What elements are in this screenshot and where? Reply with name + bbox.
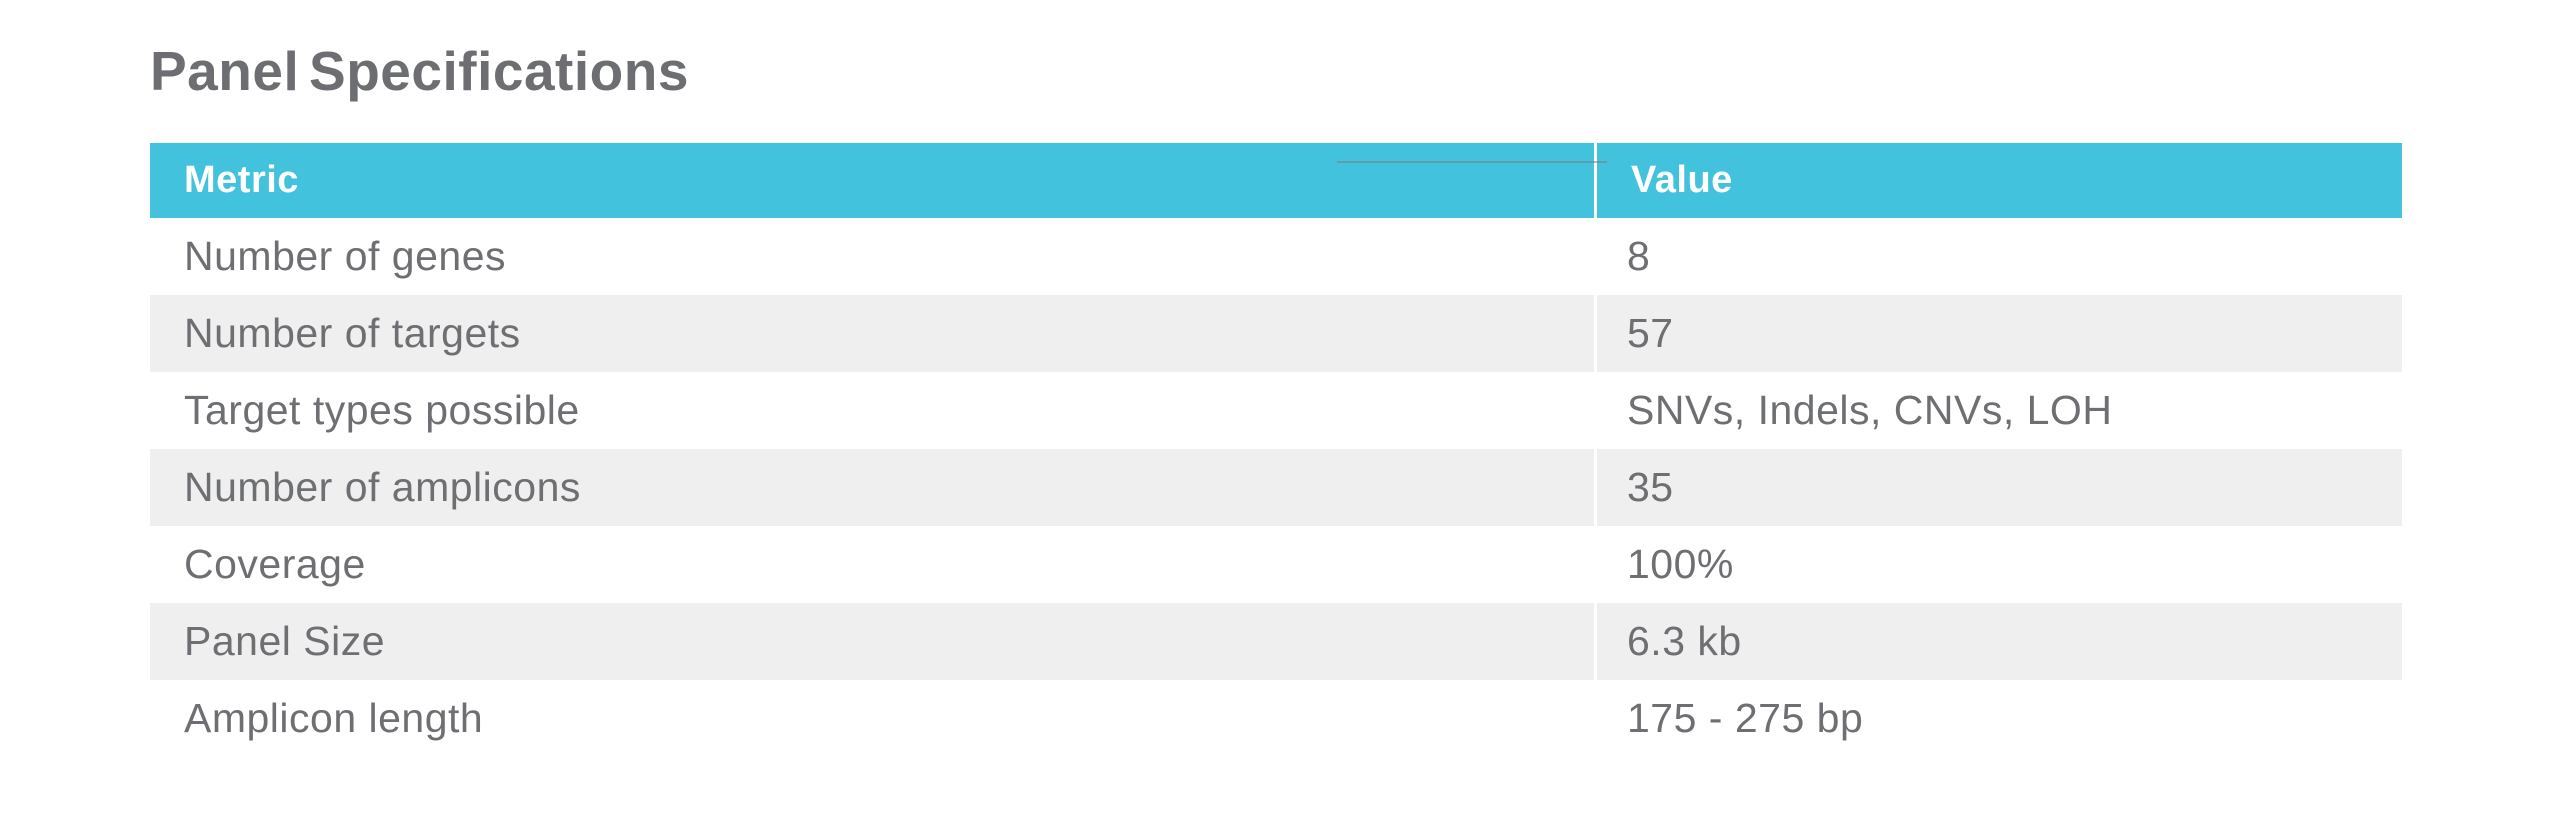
metric-cell: Target types possible: [150, 372, 1597, 449]
value-cell: 57: [1627, 310, 1674, 356]
metric-cell: Coverage: [150, 526, 1597, 603]
metric-cell: Number of targets: [150, 295, 1597, 372]
metric-cell: Number of genes: [150, 218, 1597, 295]
panel-specifications-table: Metric Value Number of genes 8 Number of…: [150, 143, 2402, 757]
value-cell: 35: [1627, 464, 1674, 510]
value-cell: 6.3 kb: [1627, 618, 1742, 664]
value-cell: SNVs, Indels, CNVs, LOH: [1627, 387, 2113, 433]
metric-cell: Number of amplicons: [150, 449, 1597, 526]
page-title: Panel Specifications: [150, 40, 689, 102]
table-row: Number of genes 8: [150, 218, 2402, 295]
value-cell: 8: [1627, 233, 1651, 279]
table-header-row: Metric Value: [150, 143, 2402, 218]
table-row: Number of targets 57: [150, 295, 2402, 372]
value-cell: 100%: [1627, 541, 1734, 587]
table-row: Coverage 100%: [150, 526, 2402, 603]
table-row: Panel Size 6.3 kb: [150, 603, 2402, 680]
table-row: Target types possible SNVs, Indels, CNVs…: [150, 372, 2402, 449]
column-header-metric: Metric: [150, 143, 1597, 218]
metric-cell: Amplicon length: [150, 680, 1597, 757]
table-row: Amplicon length 175 - 275 bp: [150, 680, 2402, 757]
table-row: Number of amplicons 35: [150, 449, 2402, 526]
column-header-value: Value: [1595, 143, 2402, 218]
metric-cell: Panel Size: [150, 603, 1597, 680]
table-body: Number of genes 8 Number of targets 57 T…: [150, 218, 2402, 757]
value-cell: 175 - 275 bp: [1627, 695, 1864, 741]
